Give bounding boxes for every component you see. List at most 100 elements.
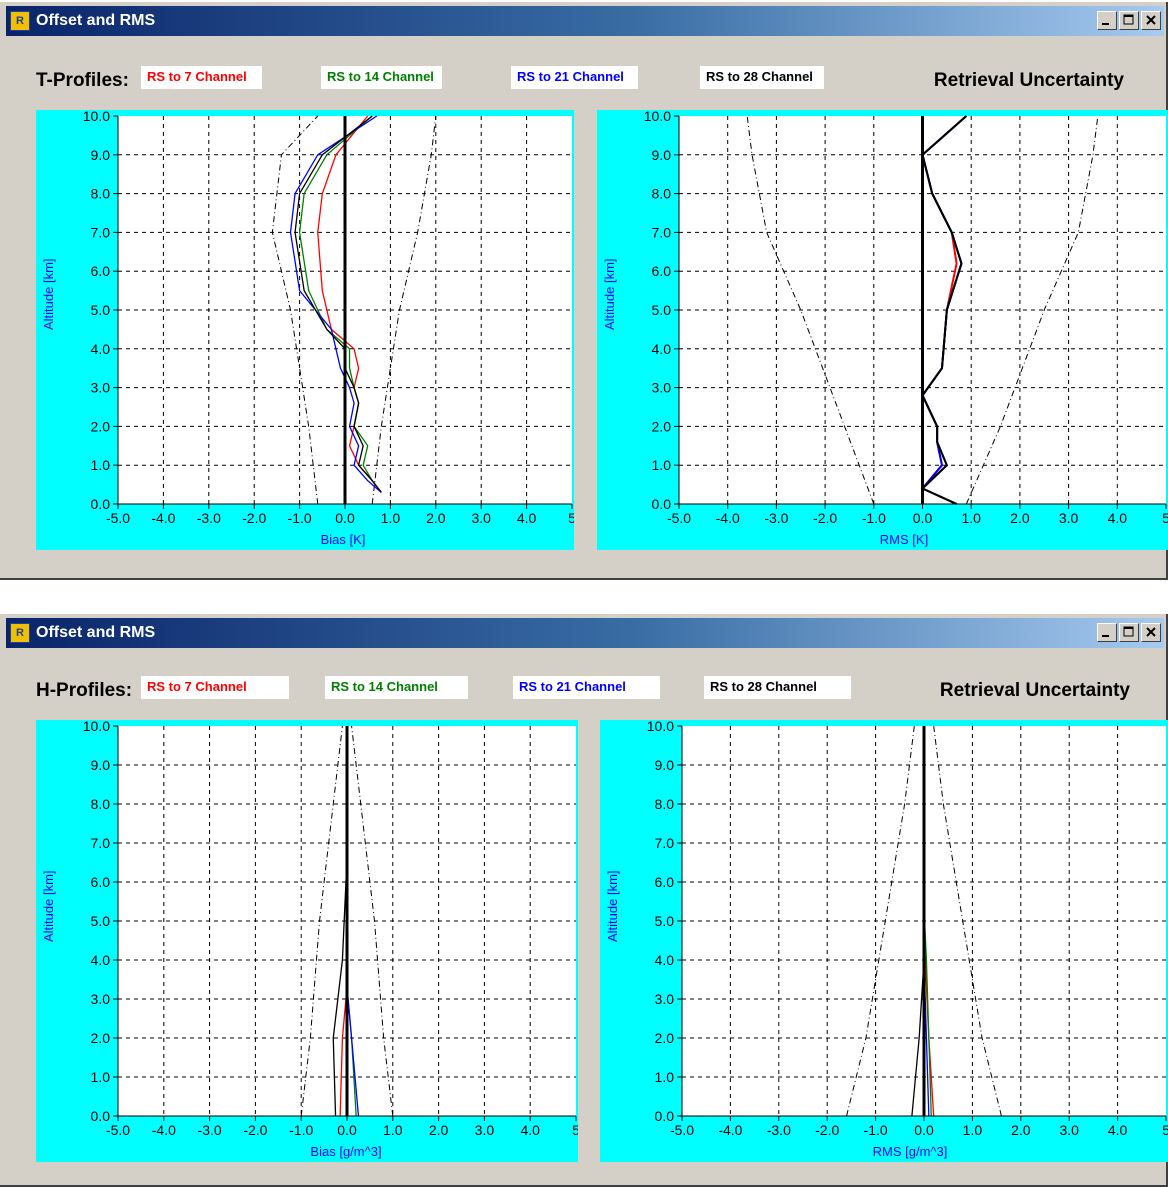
maximize-button[interactable] [1119,11,1139,30]
series-line [920,115,967,505]
series-line [298,115,382,493]
uncertainty-envelope [371,115,437,505]
y-tick-label: 10.0 [83,110,110,124]
offset-rms-window-t: R Offset and RMS T-Profiles: RS to 7 Cha… [0,2,1168,580]
title-bar[interactable]: R Offset and RMS [6,618,1164,648]
y-tick-label: 5.0 [655,913,675,929]
x-tick-label: -1.0 [289,1122,313,1138]
y-tick-label: 3.0 [652,380,672,396]
y-tick-label: 8.0 [652,186,672,202]
legend-rs7: RS to 7 Channel [141,676,289,699]
x-tick-label: -1.0 [288,510,312,526]
x-tick-label: 2.0 [1011,1122,1031,1138]
y-tick-label: 3.0 [655,991,675,1007]
profile-label: H-Profiles: [36,680,133,701]
x-tick-label: 1.0 [381,510,401,526]
t-rms-panel: -5.0 -4.0 -3.0 -2.0 -1.0 0.0 1.0 2.0 3.0 4.0 5 0.0 1… [597,110,1168,550]
y-tick-label: 3.0 [91,991,111,1007]
x-tick-label: 1.0 [383,1122,403,1138]
close-button[interactable] [1141,11,1161,30]
y-axis-label: Altitude [km] [605,870,620,942]
t-rms-chart: -5.0 -4.0 -3.0 -2.0 -1.0 0.0 1.0 2.0 3.0 4.0 5 0.0 1… [644,110,1168,526]
h-bias-chart: -5.0 -4.0 -3.0 -2.0 -1.0 0.0 1.0 2.0 3.0 4.0 5 0.0 1… [83,720,578,1138]
legend-rs7: RS to 7 Channel [141,66,262,89]
uncertainty-envelope [965,115,1099,505]
y-tick-label: 4.0 [91,952,111,968]
y-tick-label: 2.0 [655,1030,675,1046]
legend-rs28: RS to 28 Channel [700,66,824,89]
uncertainty-envelope [846,725,915,1117]
uncertainty-envelope [271,115,319,505]
retrieval-uncertainty-label: Retrieval Uncertainty [939,680,1130,701]
y-tick-label: 1.0 [91,1069,111,1085]
x-axis-label: Bias [g/m^3] [310,1144,382,1159]
profile-label: T-Profiles: [36,70,129,91]
x-tick-label: -5.0 [106,510,130,526]
y-axis-label: Altitude [km] [602,258,617,330]
x-tick-label: -2.0 [243,1122,267,1138]
x-tick-label: 0.0 [335,510,355,526]
app-icon: R [10,11,30,31]
x-tick-label: 3.0 [471,510,491,526]
uncertainty-envelope [300,725,343,1117]
y-tick-label: 2.0 [91,418,111,434]
window-title: Offset and RMS [36,624,156,641]
retrieval-uncertainty-label: Retrieval Uncertainty [933,70,1124,91]
x-tick-label: 1.0 [961,510,981,526]
x-tick-label: -3.0 [764,510,788,526]
x-tick-label: -4.0 [718,1122,742,1138]
y-tick-label: 8.0 [655,796,675,812]
y-tick-label: 3.0 [91,380,111,396]
y-tick-label: 1.0 [655,1069,675,1085]
minimize-button[interactable] [1097,11,1117,30]
t-bias-chart: -5.0 -4.0 -3.0 -2.0 -1.0 0.0 1.0 2.0 3.0 4.0 5 0.0 1… [83,110,574,526]
x-tick-label: -4.0 [152,1122,176,1138]
uncertainty-envelope [746,115,875,505]
y-tick-label: 0.0 [91,1108,111,1124]
y-tick-label: 1.0 [652,457,672,473]
y-tick-label: 2.0 [91,1030,111,1046]
x-axis-label: RMS [K] [879,532,929,547]
y-tick-label: 5.0 [91,913,111,929]
legend-rs14: RS to 14 Channel [325,676,468,699]
y-tick-label: 4.0 [91,341,111,357]
x-tick-label: 3.0 [1059,1122,1079,1138]
title-bar[interactable]: R Offset and RMS [6,6,1164,36]
window-title: Offset and RMS [36,12,156,29]
y-tick-label: 9.0 [91,757,111,773]
y-tick-label: 8.0 [91,186,111,202]
y-tick-label: 9.0 [655,757,675,773]
x-tick-label: -5.0 [667,510,691,526]
y-tick-label: 4.0 [652,341,672,357]
y-tick-label: 10.0 [644,110,671,124]
maximize-button[interactable] [1119,623,1139,642]
x-tick-label: 5 [1162,1122,1168,1138]
x-tick-label: 5 [572,1122,578,1138]
x-tick-label: 4.0 [1108,510,1128,526]
y-tick-label: 2.0 [652,418,672,434]
y-tick-label: 0.0 [652,496,672,512]
y-tick-label: 6.0 [652,263,672,279]
x-tick-label: 5 [1162,510,1168,526]
x-tick-label: -2.0 [815,1122,839,1138]
x-tick-label: -1.0 [864,1122,888,1138]
y-tick-label: 8.0 [91,796,111,812]
y-axis-label: Altitude [km] [41,258,56,330]
x-tick-label: -3.0 [198,1122,222,1138]
x-tick-label: -4.0 [716,510,740,526]
series-line [289,115,382,493]
h-bias-panel: -5.0 -4.0 -3.0 -2.0 -1.0 0.0 1.0 2.0 3.0 4.0 5 0.0 1… [36,720,578,1162]
close-button[interactable] [1141,623,1161,642]
y-tick-label: 10.0 [83,720,110,734]
x-tick-label: 0.0 [913,510,933,526]
uncertainty-envelope [351,725,394,1117]
minimize-button[interactable] [1097,623,1117,642]
x-tick-label: 0.0 [914,1122,934,1138]
x-tick-label: 5 [568,510,574,526]
x-tick-label: 2.0 [429,1122,449,1138]
h-rms-panel: -5.0 -4.0 -3.0 -2.0 -1.0 0.0 1.0 2.0 3.0 4.0 5 0.0 1… [600,720,1168,1162]
x-tick-label: 2.0 [1010,510,1030,526]
app-icon: R [10,623,30,643]
y-tick-label: 7.0 [91,224,111,240]
y-tick-label: 0.0 [91,496,111,512]
